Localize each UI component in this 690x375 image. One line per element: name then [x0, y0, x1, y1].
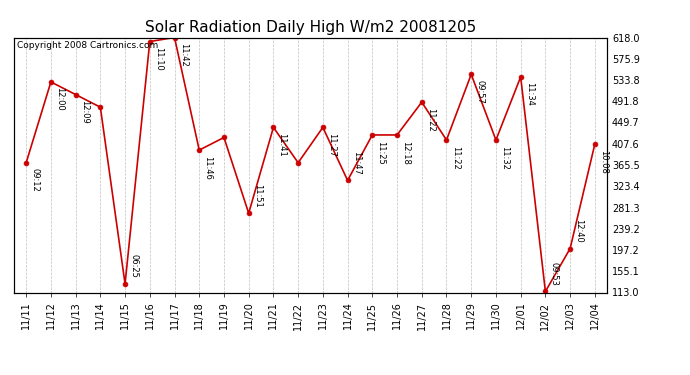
Text: 06:25: 06:25: [129, 255, 138, 278]
Title: Solar Radiation Daily High W/m2 20081205: Solar Radiation Daily High W/m2 20081205: [145, 20, 476, 35]
Text: 11:22: 11:22: [451, 146, 460, 169]
Text: 12:09: 12:09: [80, 100, 89, 124]
Text: 11:34: 11:34: [525, 82, 534, 106]
Text: 12:18: 12:18: [401, 141, 410, 164]
Text: Copyright 2008 Cartronics.com: Copyright 2008 Cartronics.com: [17, 41, 158, 50]
Text: 11:25: 11:25: [377, 141, 386, 164]
Text: 11:47: 11:47: [352, 151, 361, 175]
Text: 09:53: 09:53: [549, 262, 558, 286]
Text: 11:10: 11:10: [154, 47, 163, 71]
Text: 11:46: 11:46: [204, 156, 213, 180]
Text: 11:32: 11:32: [500, 146, 509, 170]
Text: 09:57: 09:57: [475, 80, 484, 104]
Text: 12:40: 12:40: [574, 219, 583, 243]
Text: 10:08: 10:08: [599, 150, 608, 174]
Text: 09:12: 09:12: [30, 168, 39, 192]
Text: 11:51: 11:51: [253, 184, 262, 208]
Text: 11:42: 11:42: [179, 43, 188, 67]
Text: 12:00: 12:00: [55, 87, 64, 111]
Text: 11:22: 11:22: [426, 108, 435, 132]
Text: 11:41: 11:41: [277, 133, 286, 157]
Text: 11:27: 11:27: [327, 133, 336, 157]
